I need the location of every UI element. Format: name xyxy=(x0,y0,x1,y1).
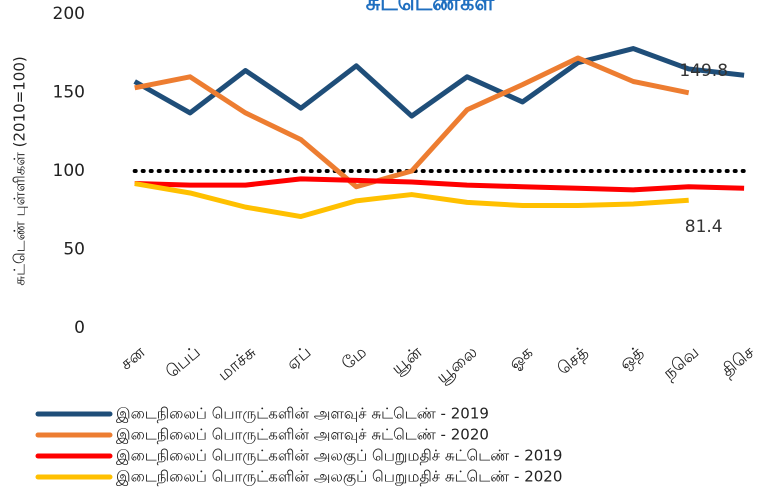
y-tick-label: 50 xyxy=(63,240,85,260)
x-tick-label: மாச்சு xyxy=(214,342,260,385)
y-tick-label: 0 xyxy=(74,318,85,338)
x-tick-label: ஓக xyxy=(505,342,537,374)
legend-label: இடைநிலைப் பொருட்களின் அளவுச் சுட்டெண் - … xyxy=(116,426,489,444)
x-tick-label: மே xyxy=(338,342,371,374)
x-tick-label: யூலை xyxy=(433,342,482,388)
x-tick-label: திசெ xyxy=(718,342,759,381)
chart-title: சுட்டெண்கள் xyxy=(366,0,496,16)
legend-label: இடைநிலைப் பொருட்களின் அலகுப் பெறுமதிச் ச… xyxy=(116,468,562,487)
x-tick-label: ஏப் xyxy=(283,342,316,374)
legend-label: இடைநிலைப் பொருட்களின் அளவுச் சுட்டெண் - … xyxy=(116,405,489,423)
x-tick-label: நவெ xyxy=(659,342,703,383)
y-tick-label: 100 xyxy=(53,161,85,181)
y-tick-label: 200 xyxy=(53,4,85,24)
y-axis-label: சுட்டெண் புள்ளிகள் (2010=100) xyxy=(11,56,29,285)
series-line xyxy=(133,46,745,119)
series-line xyxy=(134,181,689,220)
x-tick-label: யூன் xyxy=(388,342,427,379)
y-tick-label: 150 xyxy=(53,83,85,103)
x-tick-label: செத் xyxy=(554,342,593,379)
data-label: 81.4 xyxy=(685,217,723,237)
series-line xyxy=(134,55,690,190)
x-tick-label: ஒத் xyxy=(615,342,647,374)
x-tick-label: சன xyxy=(116,342,149,374)
legend-label: இடைநிலைப் பொருட்களின் அலகுப் பெறுமதிச் ச… xyxy=(116,447,562,466)
x-tick-label: பெப் xyxy=(162,342,204,382)
series-line xyxy=(134,176,745,193)
data-label: 149.8 xyxy=(679,61,728,81)
